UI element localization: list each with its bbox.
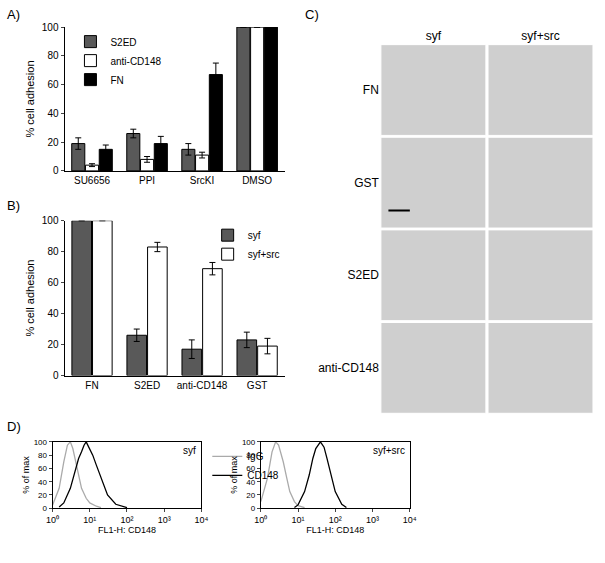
svg-text:anti-CD148: anti-CD148 — [177, 380, 228, 391]
svg-text:10²: 10² — [120, 515, 133, 525]
svg-text:80: 80 — [38, 451, 47, 460]
svg-text:syf: syf — [183, 445, 196, 456]
svg-text:anti-CD148: anti-CD148 — [318, 361, 379, 375]
svg-text:80: 80 — [47, 246, 59, 257]
svg-text:syf: syf — [248, 230, 261, 241]
svg-text:20: 20 — [47, 339, 59, 350]
svg-text:40: 40 — [246, 477, 256, 487]
svg-text:40: 40 — [47, 308, 59, 319]
svg-text:0: 0 — [53, 165, 59, 176]
svg-text:D): D) — [7, 419, 21, 434]
svg-text:10⁰: 10⁰ — [46, 515, 59, 525]
svg-text:syf+src: syf+src — [248, 249, 280, 260]
svg-text:100: 100 — [242, 438, 256, 447]
svg-text:60: 60 — [38, 464, 47, 473]
svg-text:CD148: CD148 — [247, 470, 279, 481]
svg-text:% cell adhesion: % cell adhesion — [24, 260, 36, 337]
svg-text:% of max: % of max — [21, 456, 31, 494]
svg-text:SrcKI: SrcKI — [190, 175, 214, 186]
svg-text:20: 20 — [47, 137, 59, 148]
svg-text:syf: syf — [426, 29, 442, 43]
svg-text:10³: 10³ — [158, 515, 171, 525]
svg-text:B): B) — [7, 198, 20, 213]
svg-text:% of max: % of max — [229, 456, 239, 494]
svg-text:100: 100 — [42, 22, 59, 33]
svg-text:C): C) — [305, 7, 319, 22]
svg-text:FL1-H: CD148: FL1-H: CD148 — [306, 525, 364, 535]
svg-text:0: 0 — [251, 504, 256, 513]
svg-text:40: 40 — [38, 477, 47, 486]
svg-text:S2ED: S2ED — [347, 268, 379, 282]
svg-text:10⁴: 10⁴ — [403, 515, 417, 525]
svg-text:syf+src: syf+src — [373, 445, 405, 456]
svg-text:FN: FN — [85, 380, 98, 391]
svg-text:80: 80 — [47, 50, 59, 61]
svg-text:% cell adhesion: % cell adhesion — [24, 60, 36, 137]
svg-text:10¹: 10¹ — [292, 515, 305, 525]
svg-text:SU6656: SU6656 — [74, 175, 111, 186]
svg-text:GST: GST — [247, 380, 268, 391]
svg-text:IgG: IgG — [247, 451, 263, 462]
svg-text:100: 100 — [34, 438, 48, 447]
svg-text:20: 20 — [38, 491, 47, 500]
svg-text:10¹: 10¹ — [83, 515, 96, 525]
svg-text:PPI: PPI — [139, 175, 155, 186]
svg-text:100: 100 — [42, 215, 59, 226]
svg-text:FN: FN — [363, 83, 379, 97]
svg-text:S2ED: S2ED — [134, 380, 160, 391]
svg-text:20: 20 — [246, 491, 255, 500]
svg-text:60: 60 — [47, 79, 59, 90]
svg-text:10²: 10² — [329, 515, 342, 525]
svg-text:DMSO: DMSO — [242, 175, 272, 186]
svg-text:anti-CD148: anti-CD148 — [110, 56, 161, 67]
svg-text:10⁴: 10⁴ — [194, 515, 208, 525]
svg-text:60: 60 — [246, 464, 256, 474]
svg-text:0: 0 — [53, 370, 59, 381]
svg-text:FL1-H: CD148: FL1-H: CD148 — [98, 525, 156, 535]
svg-text:GST: GST — [354, 176, 379, 190]
svg-text:syf+src: syf+src — [521, 29, 559, 43]
svg-text:10³: 10³ — [366, 515, 379, 525]
svg-text:A): A) — [7, 7, 20, 22]
svg-text:60: 60 — [47, 277, 59, 288]
svg-text:10⁰: 10⁰ — [254, 515, 267, 525]
svg-text:40: 40 — [47, 108, 59, 119]
svg-text:0: 0 — [43, 504, 48, 513]
svg-text:FN: FN — [110, 75, 123, 86]
svg-text:S2ED: S2ED — [110, 37, 136, 48]
